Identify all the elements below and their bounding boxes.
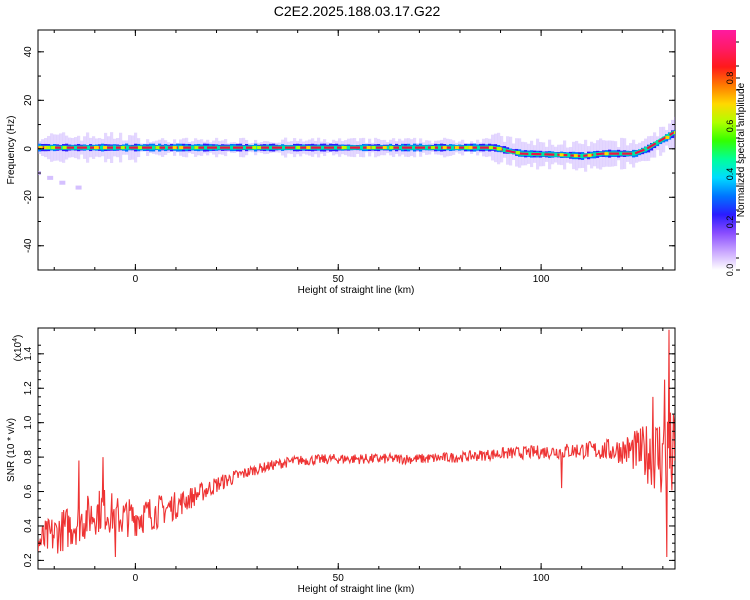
bottom-y-tick-label: 1.0 xyxy=(23,415,34,429)
spectrogram-cell xyxy=(44,146,49,150)
chart-title: C2E2.2025.188.03.17.G22 xyxy=(274,3,441,19)
top-x-axis-label: Height of straight line (km) xyxy=(298,285,415,296)
secondary-trace-cell xyxy=(59,180,66,185)
top-x-tick-label: 0 xyxy=(133,274,139,285)
top-y-tick-label: -40 xyxy=(23,238,34,253)
top-x-tick-label: 100 xyxy=(533,274,550,285)
bottom-y-axis-label: SNR (10 * v/v) xyxy=(6,418,17,482)
spectrogram-cell xyxy=(94,146,99,150)
colorbar-tick-label: 0.0 xyxy=(725,264,735,277)
y-multiplier-base: (x10 xyxy=(13,341,24,361)
spectrogram-cell xyxy=(62,146,67,150)
svg-text:(x104): (x104) xyxy=(12,335,24,362)
spectrogram-heat xyxy=(38,116,675,190)
snr-panel: 0 50 100 0.2 0.4 0.6 0.8 1.0 1.2 1.4 Height of st… xyxy=(6,327,676,595)
spectrogram-cell xyxy=(306,146,311,150)
bottom-y-tick-label: 1.4 xyxy=(23,346,34,360)
spectrogram-cell xyxy=(382,146,387,150)
bottom-x-tick-label: 0 xyxy=(133,573,139,584)
spectrogram-cell xyxy=(46,146,51,150)
spectrogram-cell xyxy=(464,146,469,150)
colorbar-tick-label: 0.8 xyxy=(725,72,735,85)
spectrogram-cell xyxy=(587,153,592,157)
top-x-tick-label: 50 xyxy=(333,274,345,285)
colorbar-tick-label: 0.6 xyxy=(725,120,735,133)
bottom-axis-ticks: 0 50 100 0.2 0.4 0.6 0.8 1.0 1.2 1.4 xyxy=(23,328,675,584)
spectrogram-cell xyxy=(468,146,473,150)
spectrogram-cell xyxy=(137,146,142,150)
bottom-x-axis-label: Height of straight line (km) xyxy=(298,584,415,595)
spectrogram-cell xyxy=(371,146,376,150)
bottom-x-tick-label: 50 xyxy=(333,573,345,584)
colorbar-tick-label: 0.4 xyxy=(725,168,735,181)
top-y-axis-label: Frequency (Hz) xyxy=(6,116,17,185)
colorbar-ramp xyxy=(712,30,736,270)
snr-series-group xyxy=(38,329,675,558)
spectrogram-cell xyxy=(252,146,257,150)
spectrogram-cell xyxy=(665,136,670,140)
bottom-y-tick-label: 0.8 xyxy=(23,450,34,464)
spectrogram-cell xyxy=(559,153,564,157)
spectrogram-cell xyxy=(496,146,501,150)
top-y-tick-label: 20 xyxy=(23,94,34,106)
bottom-x-tick-label: 100 xyxy=(533,573,550,584)
spectrogram-cell xyxy=(604,152,609,156)
colorbar-label: Normalized spectral amplitude xyxy=(736,82,747,217)
y-multiplier-exp: 4 xyxy=(12,338,19,342)
top-y-tick-label: -20 xyxy=(23,190,34,205)
top-axis-ticks: 0 50 100 -40 -20 0 20 40 xyxy=(23,30,675,285)
bottom-y-tick-label: 1.2 xyxy=(23,381,34,395)
spectrogram-cell xyxy=(172,146,177,150)
y-multiplier-close: ) xyxy=(13,335,24,338)
spectrogram-cell xyxy=(257,146,262,150)
y-multiplier: (x104) xyxy=(12,335,24,362)
colorbar-tick-label: 0.2 xyxy=(725,216,735,229)
spectrogram-cell xyxy=(488,146,493,150)
spectrogram-cell xyxy=(573,154,578,158)
bottom-y-tick-label: 0.2 xyxy=(23,553,34,567)
spectrogram-cell xyxy=(103,146,108,150)
spectrogram-panel: 0 50 100 -40 -20 0 20 40 Height of straight lin… xyxy=(6,29,676,296)
spectrogram-cell xyxy=(38,146,43,150)
spectrogram-cell xyxy=(430,146,435,150)
spectrogram-cell xyxy=(454,146,459,150)
colorbar-ticks: 0.0 0.2 0.4 0.6 0.8 xyxy=(725,41,740,277)
top-y-tick-label: 0 xyxy=(23,146,34,152)
spectrogram-cell xyxy=(342,146,347,150)
spectrogram-cell xyxy=(194,146,199,150)
spectrogram-cell xyxy=(179,146,184,150)
spectrogram-cell xyxy=(120,146,125,150)
spectrogram-cell xyxy=(442,146,447,150)
snr-series-line xyxy=(38,329,675,558)
spectrogram-ridge-core xyxy=(38,131,675,158)
spectrogram-cell xyxy=(155,146,160,150)
spectrogram-cell xyxy=(366,146,371,150)
bottom-y-tick-label: 0.4 xyxy=(23,519,34,533)
spectrogram-cell xyxy=(673,131,675,135)
spectrogram-cell xyxy=(389,146,394,150)
colorbar: 0.0 0.2 0.4 0.6 0.8 Normalized spectral ampl… xyxy=(712,30,747,276)
spectrogram-cell xyxy=(296,146,301,150)
top-y-tick-label: 40 xyxy=(23,46,34,58)
secondary-trace-cell xyxy=(47,175,54,180)
bottom-y-tick-label: 0.6 xyxy=(23,484,34,498)
secondary-trace-cell xyxy=(75,185,82,190)
snr-frame xyxy=(37,327,676,570)
spectrogram-cell xyxy=(515,151,520,155)
spectrogram-cell xyxy=(51,146,56,150)
